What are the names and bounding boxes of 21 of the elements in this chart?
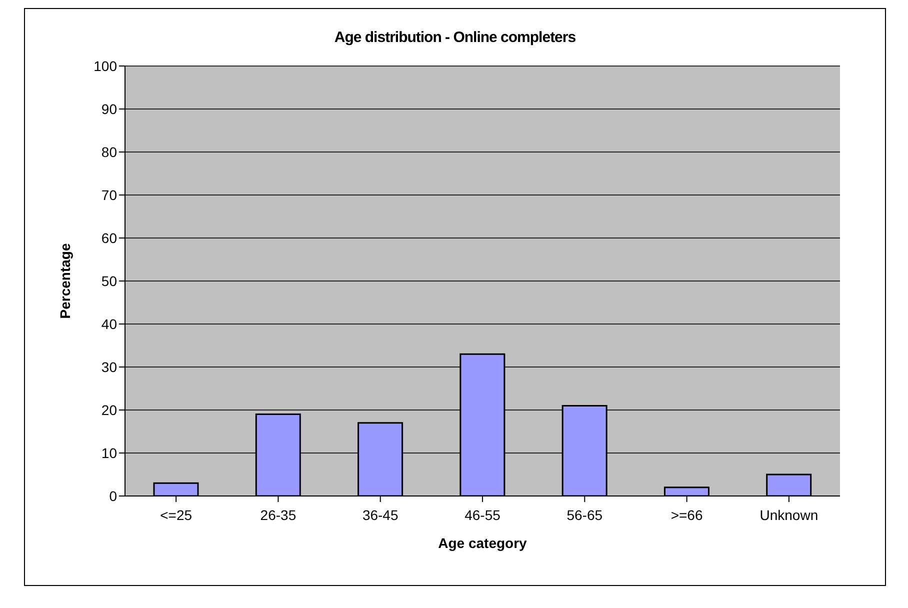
x-tick-label: 56-65 bbox=[566, 506, 603, 523]
x-tick-label: <=25 bbox=[160, 506, 192, 523]
y-tick-label: 50 bbox=[101, 272, 118, 289]
y-tick-label: 30 bbox=[101, 358, 118, 375]
y-tick-label: 20 bbox=[101, 402, 118, 418]
y-tick-label: 80 bbox=[101, 144, 118, 160]
x-tick-label: 46-55 bbox=[464, 506, 501, 523]
y-axis-title: Percentage bbox=[56, 243, 73, 319]
y-tick-label: 100 bbox=[94, 58, 118, 74]
y-tick-label: 90 bbox=[101, 100, 118, 117]
x-tick-label: Unknown bbox=[760, 506, 818, 523]
x-tick-label: 26-35 bbox=[260, 506, 296, 523]
chart-title: Age distribution - Online completers bbox=[333, 29, 577, 46]
x-tick-label: 36-45 bbox=[362, 506, 398, 523]
y-tick-label: 40 bbox=[101, 316, 118, 332]
x-axis-title: Age category bbox=[438, 535, 528, 551]
y-tick-label: 70 bbox=[101, 186, 118, 203]
y-tick-label: 10 bbox=[101, 444, 118, 461]
y-tick-label: 0 bbox=[109, 488, 118, 504]
x-tick-label: >=66 bbox=[670, 506, 703, 523]
y-tick-label: 60 bbox=[101, 230, 118, 246]
